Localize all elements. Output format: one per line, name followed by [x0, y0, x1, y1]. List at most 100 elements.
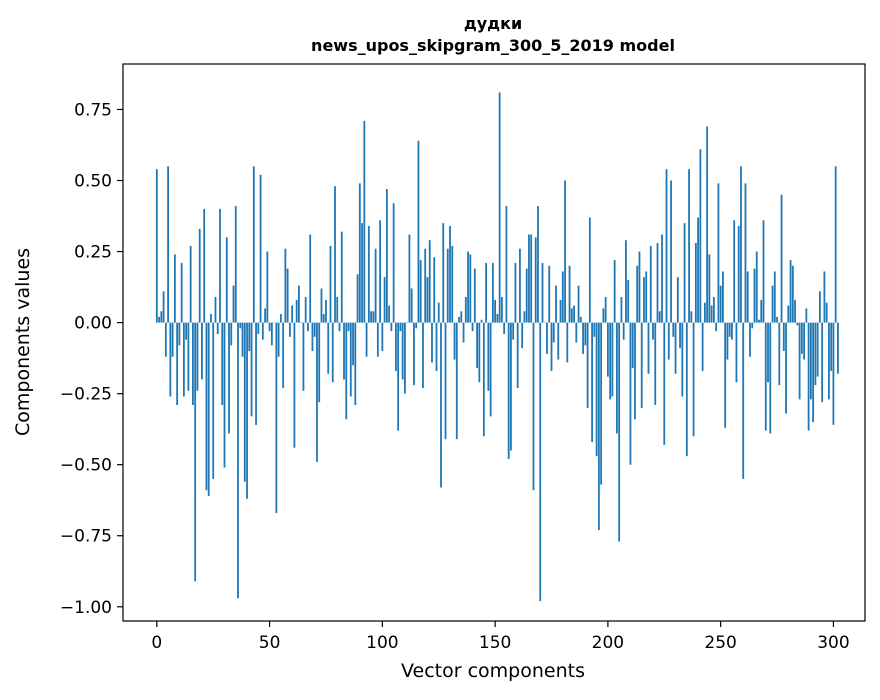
bar-181: [564, 181, 566, 323]
bar-66: [305, 297, 307, 323]
bar-26: [215, 297, 217, 323]
bar-142: [476, 323, 478, 368]
bar-262: [747, 271, 749, 322]
bar-143: [478, 323, 480, 383]
bar-153: [501, 297, 503, 323]
bar-165: [528, 235, 530, 323]
bar-265: [754, 269, 756, 323]
bar-120: [427, 277, 429, 322]
bar-27: [217, 323, 219, 334]
bar-141: [474, 269, 476, 323]
bar-61: [294, 323, 296, 448]
bar-179: [560, 300, 562, 323]
bar-182: [566, 323, 568, 363]
bar-1: [158, 317, 160, 323]
bar-42: [251, 323, 253, 417]
bar-233: [681, 323, 683, 397]
bar-114: [413, 323, 415, 386]
bar-130: [449, 226, 451, 323]
bar-270: [765, 323, 767, 431]
bar-73: [321, 289, 323, 323]
bar-301: [835, 166, 837, 322]
bar-24: [210, 314, 212, 323]
bar-276: [778, 323, 780, 386]
bar-279: [785, 323, 787, 414]
bar-167: [533, 323, 535, 491]
y-tick-label: 0.75: [74, 100, 112, 120]
bar-53: [275, 323, 277, 513]
bar-222: [657, 243, 659, 323]
y-tick-label: −0.50: [60, 456, 112, 476]
bar-295: [821, 323, 823, 403]
bar-37: [239, 323, 241, 329]
bar-72: [318, 323, 320, 403]
bar-275: [776, 317, 778, 323]
bar-159: [515, 263, 517, 323]
bar-6: [169, 323, 171, 397]
bar-21: [203, 209, 205, 323]
bar-38: [242, 323, 244, 357]
bar-8: [174, 254, 176, 322]
bar-234: [684, 223, 686, 322]
bar-95: [370, 311, 372, 322]
bar-14: [188, 323, 190, 391]
bar-230: [675, 323, 677, 374]
bar-255: [731, 323, 733, 340]
bar-226: [666, 169, 668, 322]
bar-123: [433, 257, 435, 322]
bar-238: [693, 323, 695, 437]
bar-13: [185, 323, 187, 340]
bar-221: [654, 323, 656, 405]
bar-300: [833, 323, 835, 425]
bar-242: [702, 323, 704, 371]
bar-69: [312, 323, 314, 351]
bar-129: [447, 249, 449, 323]
bar-30: [224, 323, 226, 468]
bar-180: [562, 271, 564, 322]
bar-178: [557, 323, 559, 360]
bar-67: [307, 323, 309, 332]
bar-289: [808, 323, 810, 431]
y-tick-label: 0.00: [74, 314, 112, 334]
bar-107: [397, 323, 399, 431]
bar-175: [551, 323, 553, 371]
bar-206: [621, 297, 623, 323]
bar-92: [363, 121, 365, 323]
bar-288: [805, 308, 807, 322]
bar-160: [517, 323, 519, 388]
bar-257: [736, 323, 738, 383]
bar-162: [521, 323, 523, 349]
bar-139: [469, 254, 471, 322]
bar-211: [632, 323, 634, 368]
bar-216: [643, 277, 645, 322]
bar-235: [686, 323, 688, 457]
bar-260: [742, 323, 744, 479]
chart-subtitle: news_upos_skipgram_300_5_2019 model: [311, 36, 675, 55]
bar-254: [729, 323, 731, 337]
bar-81: [339, 323, 341, 332]
bar-76: [327, 323, 329, 374]
bar-200: [607, 323, 609, 377]
bar-140: [472, 323, 474, 332]
bar-35: [235, 206, 237, 323]
bar-138: [467, 252, 469, 323]
bar-218: [648, 323, 650, 374]
bar-85: [348, 323, 350, 332]
bar-119: [424, 249, 426, 323]
bar-46: [260, 175, 262, 323]
bar-136: [463, 323, 465, 343]
bar-40: [246, 323, 248, 499]
x-tick-label: 250: [704, 633, 736, 653]
x-tick-label: 300: [817, 633, 849, 653]
bar-23: [208, 323, 210, 496]
bar-269: [763, 220, 765, 322]
bar-286: [801, 323, 803, 354]
bar-189: [582, 323, 584, 354]
bar-109: [402, 323, 404, 380]
bar-12: [183, 323, 185, 397]
bar-9: [176, 323, 178, 405]
bar-187: [578, 286, 580, 323]
bar-74: [323, 314, 325, 323]
bar-261: [745, 183, 747, 322]
